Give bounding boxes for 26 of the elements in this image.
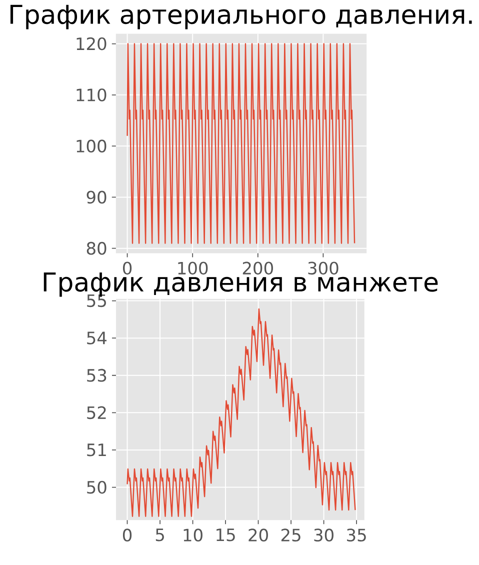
x-tick-label: 300 xyxy=(308,262,338,275)
y-tick-label: 51 xyxy=(87,444,106,456)
x-tick-label: 10 xyxy=(184,528,202,542)
x-tick-label: 20 xyxy=(248,528,268,542)
x-tick-label: 200 xyxy=(242,262,273,275)
y-tick-label: 50 xyxy=(87,480,106,494)
y-tick-label: 53 xyxy=(87,368,106,382)
y-tick-label: 52 xyxy=(87,406,106,420)
x-tick-label: 15 xyxy=(216,528,235,542)
y-tick-label: 80 xyxy=(86,242,106,255)
y-tick-label: 120 xyxy=(76,37,106,50)
x-tick-label: 5 xyxy=(156,528,164,542)
y-tick-label: 54 xyxy=(87,332,107,344)
line-series xyxy=(126,308,356,517)
x-tick-label: 25 xyxy=(281,528,300,542)
y-tick-label: 110 xyxy=(76,88,106,102)
x-tick-label: 35 xyxy=(347,528,366,542)
y-tick-label: 90 xyxy=(86,190,106,204)
y-tick-label: 100 xyxy=(76,140,106,152)
chart-title: График артериального давления. xyxy=(10,4,472,30)
x-tick-label: 100 xyxy=(178,262,208,275)
line-series xyxy=(126,43,356,244)
x-tick-label: 30 xyxy=(314,528,334,542)
y-tick-label: 55 xyxy=(87,294,106,308)
x-tick-label: 0 xyxy=(122,262,132,275)
x-tick-label: 0 xyxy=(122,528,132,542)
